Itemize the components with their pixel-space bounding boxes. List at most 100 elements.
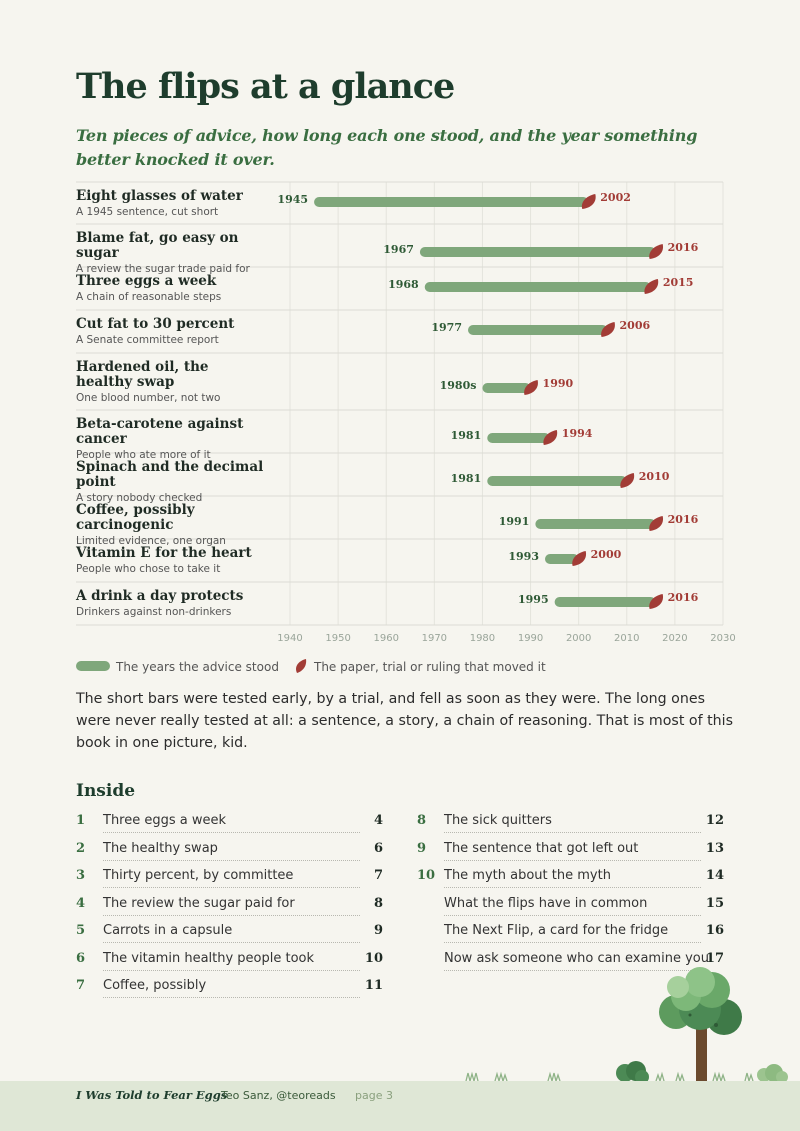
duration-bar xyxy=(468,325,608,335)
chart-rows: Eight glasses of water A 1945 sentence, c… xyxy=(75,188,699,618)
toc-number: 7 xyxy=(76,978,86,993)
row-title-line: Spinach and the decimal xyxy=(76,459,263,475)
start-year-label: 1991 xyxy=(499,515,530,528)
leaf-icon xyxy=(296,659,307,673)
x-tick-label: 1970 xyxy=(422,633,447,644)
toc-entry[interactable]: 10 The myth about the myth 14 xyxy=(417,865,724,892)
toc-entry[interactable]: 4 The review the sugar paid for 8 xyxy=(76,893,383,920)
row-title-line: Hardened oil, the xyxy=(76,359,209,375)
row-subtitle: A 1945 sentence, cut short xyxy=(76,206,218,218)
leaf-marker xyxy=(649,594,664,609)
start-year-label: 1967 xyxy=(383,243,414,256)
row-title: Cut fat to 30 percent xyxy=(76,316,235,332)
legend-bar-swatch xyxy=(76,661,110,671)
toc-entry[interactable]: 5 Carrots in a capsule 9 xyxy=(76,920,383,947)
row-subtitle: People who ate more of it xyxy=(76,449,211,461)
end-year-label: 2002 xyxy=(600,191,631,204)
footer-page-number: page 3 xyxy=(355,1089,393,1102)
grass-tufts xyxy=(465,1071,754,1084)
chart-row: Eight glasses of water A 1945 sentence, c… xyxy=(76,188,631,218)
toc-page: 16 xyxy=(705,923,724,938)
toc-entry[interactable]: 9 The sentence that got left out 13 xyxy=(417,838,724,865)
legend-bar-label: The years the advice stood xyxy=(116,660,279,674)
toc-page: 14 xyxy=(705,868,724,883)
x-tick-label: 2010 xyxy=(614,633,639,644)
toc-number: 4 xyxy=(76,896,86,911)
toc-entry[interactable]: 6 The vitamin healthy people took 10 xyxy=(76,948,383,975)
row-title-line: Blame fat, go easy on xyxy=(76,230,239,246)
row-title-line: Vitamin E for the heart xyxy=(75,545,252,561)
toc-page: 13 xyxy=(705,841,724,856)
end-year-label: 2016 xyxy=(668,591,699,604)
end-year-label: 2016 xyxy=(668,513,699,526)
toc-title: The healthy swap xyxy=(103,841,360,861)
toc-title: Three eggs a week xyxy=(103,813,360,833)
toc-page: 7 xyxy=(373,868,383,883)
chart-row: Beta-carotene against cancer People who at… xyxy=(76,416,593,461)
toc-entry[interactable]: 8 The sick quitters 12 xyxy=(417,810,724,837)
toc-page: 9 xyxy=(373,923,383,938)
start-year-label: 1981 xyxy=(451,472,482,485)
x-tick-label: 1940 xyxy=(277,633,302,644)
end-year-label: 2000 xyxy=(591,548,622,561)
toc-page: 17 xyxy=(705,951,724,966)
toc-title: Carrots in a capsule xyxy=(103,923,360,943)
start-year-label: 1968 xyxy=(388,278,419,291)
duration-bar xyxy=(554,597,656,607)
toc-number: 3 xyxy=(76,868,86,883)
toc-number: 2 xyxy=(76,841,86,856)
x-tick-label: 2000 xyxy=(566,633,591,644)
leaf-marker xyxy=(601,322,615,337)
toc-page: 11 xyxy=(364,978,383,993)
toc-entry[interactable]: The Next Flip, a card for the fridge 16 xyxy=(417,920,724,947)
toc-title: The myth about the myth xyxy=(444,868,701,888)
toc-entry[interactable]: Now ask someone who can examine you 17 xyxy=(417,948,724,975)
chart-row: Spinach and the decimal point A story nobo… xyxy=(76,459,670,504)
row-title: Three eggs a week xyxy=(76,273,217,289)
toc-entry[interactable]: 7 Coffee, possibly 11 xyxy=(76,975,383,1002)
page-footer: I Was Told to Fear Eggs Teo Sanz, @teore… xyxy=(0,1081,800,1131)
duration-bar xyxy=(482,383,531,393)
row-title-line: cancer xyxy=(76,431,128,447)
start-year-label: 1977 xyxy=(431,321,462,334)
row-subtitle: A chain of reasonable steps xyxy=(76,291,221,303)
toc-entry[interactable]: 3 Thirty percent, by committee 7 xyxy=(76,865,383,892)
start-year-label: 1980s xyxy=(440,379,477,392)
flips-timeline-chart: Eight glasses of water A 1945 sentence, c… xyxy=(75,181,736,644)
duration-bar xyxy=(314,197,589,207)
row-subtitle: Drinkers against non-drinkers xyxy=(76,606,231,618)
start-year-label: 1995 xyxy=(518,593,549,606)
row-title: Hardened oil, the healthy swap xyxy=(76,359,209,390)
duration-bar xyxy=(487,476,627,486)
toc-title: Now ask someone who can examine you xyxy=(444,951,709,971)
page-subtitle: Ten pieces of advice, how long each one … xyxy=(76,126,698,169)
row-subtitle: People who chose to take it xyxy=(76,563,220,575)
row-subtitle: A Senate committee report xyxy=(76,334,219,346)
tree xyxy=(659,967,742,1082)
start-year-label: 1981 xyxy=(451,429,482,442)
x-tick-label: 2030 xyxy=(710,633,735,644)
toc-number: 5 xyxy=(76,923,86,938)
row-title-line: Coffee, possibly xyxy=(76,502,196,518)
x-tick-label: 1950 xyxy=(325,633,350,644)
row-title: A drink a day protects xyxy=(75,588,244,604)
end-year-label: 2006 xyxy=(620,319,651,332)
row-title-line: Three eggs a week xyxy=(76,273,217,289)
row-title-line: Beta-carotene against xyxy=(76,416,244,432)
duration-bar xyxy=(424,282,651,292)
toc-title: The review the sugar paid for xyxy=(103,896,360,916)
toc-entry[interactable]: 2 The healthy swap 6 xyxy=(76,838,383,865)
chart-row: A drink a day protects Drinkers against n… xyxy=(75,588,699,618)
leaf-marker xyxy=(581,194,596,209)
row-title: Beta-carotene against cancer xyxy=(76,416,244,447)
row-subtitle: A story nobody checked xyxy=(76,492,202,504)
inside-heading: Inside xyxy=(76,781,136,801)
chart-x-axis: 1940 1950 1960 1970 1980 1990 2000 2010 2020 2030 xyxy=(277,633,735,644)
toc-entry[interactable]: 1 Three eggs a week 4 xyxy=(76,810,383,837)
row-subtitle: A review the sugar trade paid for xyxy=(76,263,251,275)
row-title-line: point xyxy=(76,474,116,490)
toc-title: Thirty percent, by committee xyxy=(103,868,360,888)
toc-entry[interactable]: What the flips have in common 15 xyxy=(417,893,724,920)
end-year-label: 2015 xyxy=(663,276,694,289)
footer-book-title: I Was Told to Fear Eggs xyxy=(76,1088,228,1102)
